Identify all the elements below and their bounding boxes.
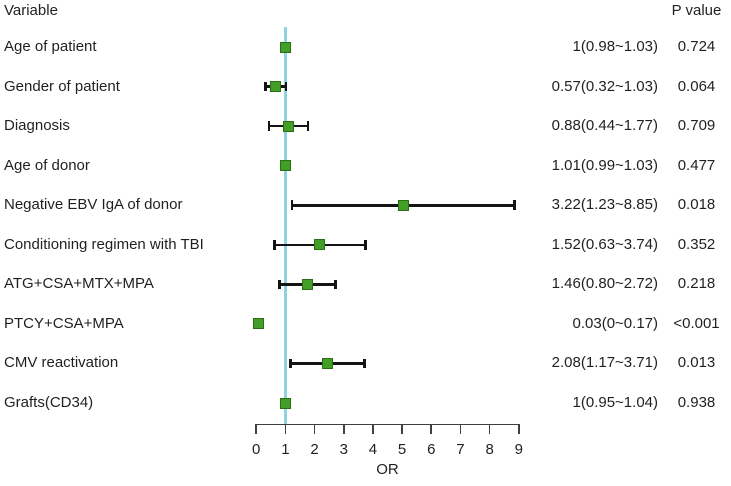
row-p-value: 0.018 (677, 196, 716, 214)
row-or-ci-value: 1(0.95~1.04) (572, 394, 658, 412)
x-axis-tick-label: 4 (368, 441, 378, 458)
column-header-p-value: P value (671, 2, 722, 19)
or-marker (280, 160, 292, 172)
row-p-value: 0.938 (677, 394, 716, 412)
ci-cap-left (289, 358, 292, 369)
row-p-value: 0.064 (677, 77, 716, 95)
or-marker (314, 239, 326, 251)
row-p-value: <0.001 (673, 314, 720, 332)
ci-cap-right (306, 121, 310, 131)
x-axis-tick (459, 423, 462, 434)
x-axis-tick-label: 8 (485, 441, 494, 458)
row-p-value: 0.013 (677, 354, 716, 372)
row-variable-label: Negative EBV IgA of donor (4, 196, 183, 214)
ci-cap-left (273, 240, 276, 250)
x-axis-line (255, 423, 520, 426)
row-or-ci-value: 1.01(0.99~1.03) (551, 156, 658, 174)
x-axis-tick (372, 423, 374, 434)
or-marker (280, 41, 292, 53)
row-variable-label: ATG+CSA+MTX+MPA (4, 275, 154, 293)
row-or-ci-value: 0.88(0.44~1.77) (551, 117, 658, 135)
row-p-value: 0.709 (677, 117, 716, 135)
row-p-value: 0.477 (677, 156, 716, 174)
row-variable-label: Age of donor (4, 156, 90, 174)
x-axis-tick (430, 423, 433, 434)
ci-cap-right (334, 279, 337, 290)
x-axis-tick-label: 1 (281, 441, 290, 458)
x-axis-tick-label: 3 (339, 441, 348, 458)
x-axis-tick-label: 0 (252, 441, 261, 458)
x-axis-tick (342, 423, 345, 434)
x-axis-tick (517, 423, 520, 434)
or-marker (270, 81, 282, 93)
or-marker (397, 199, 409, 211)
row-or-ci-value: 3.22(1.23~8.85) (551, 196, 658, 214)
or-marker (253, 318, 265, 330)
x-axis-tick (284, 423, 287, 434)
x-axis-tick (313, 423, 316, 434)
row-p-value: 0.218 (677, 275, 716, 293)
x-axis-tick-label: 9 (514, 441, 523, 458)
row-or-ci-value: 2.08(1.17~3.71) (551, 354, 658, 372)
row-or-ci-value: 0.03(0~0.17) (572, 314, 658, 332)
or-marker (302, 278, 314, 290)
row-variable-label: Conditioning regimen with TBI (4, 235, 204, 253)
x-axis-title: OR (376, 461, 399, 478)
row-or-ci-value: 1(0.98~1.03) (572, 38, 658, 55)
ci-cap-left (264, 81, 267, 92)
row-variable-label: CMV reactivation (4, 354, 119, 372)
ci-cap-right (513, 200, 516, 210)
x-axis-tick-label: 2 (310, 441, 319, 458)
row-variable-label: Gender of patient (4, 77, 120, 95)
or-marker (321, 357, 333, 369)
row-variable-label: Grafts(CD34) (4, 394, 94, 412)
x-axis-tick (488, 423, 491, 434)
ci-cap-right (285, 81, 288, 92)
reference-line (284, 27, 287, 424)
ci-cap-left (278, 279, 281, 290)
ci-cap-right (364, 240, 367, 250)
row-variable-label: Diagnosis (4, 117, 70, 135)
x-axis-tick (255, 423, 258, 434)
ci-cap-left (290, 200, 294, 210)
or-marker (279, 397, 291, 409)
row-p-value: 0.724 (677, 38, 716, 55)
column-header-variable: Variable (4, 2, 58, 19)
or-marker (282, 120, 294, 132)
ci-cap-left (267, 121, 271, 131)
x-axis-tick-label: 7 (456, 441, 465, 458)
row-or-ci-value: 1.46(0.80~2.72) (551, 275, 658, 293)
x-axis-tick-label: 6 (427, 441, 436, 458)
ci-cap-right (363, 358, 366, 369)
row-or-ci-value: 1.52(0.63~3.74) (551, 235, 658, 253)
row-variable-label: PTCY+CSA+MPA (4, 314, 124, 332)
x-axis-tick (401, 423, 403, 434)
row-p-value: 0.352 (677, 235, 716, 253)
row-variable-label: Age of patient (4, 38, 97, 55)
row-or-ci-value: 0.57(0.32~1.03) (551, 77, 658, 95)
x-axis-tick-label: 5 (397, 441, 407, 458)
